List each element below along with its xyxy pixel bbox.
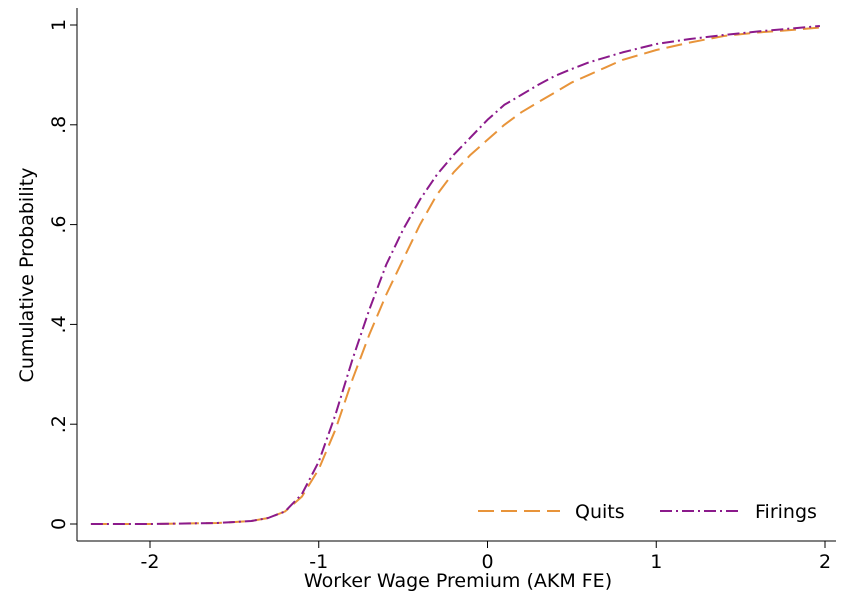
legend-label-quits: Quits — [575, 501, 625, 523]
y-tick-label: 0 — [48, 518, 70, 530]
x-ticks: -2 -1 0 1 2 — [141, 541, 831, 573]
y-ticks: 0 .2 .4 .6 .8 1 — [48, 19, 77, 530]
y-tick-label: 1 — [48, 19, 70, 31]
x-tick-label: -1 — [309, 551, 328, 573]
y-tick-label: .2 — [48, 415, 70, 433]
y-tick-label: .8 — [48, 116, 70, 134]
x-axis-label: Worker Wage Premium (AKM FE) — [304, 570, 612, 592]
series-line-firings — [90, 25, 820, 525]
x-tick-label: 1 — [650, 551, 662, 573]
legend: Quits Firings — [478, 501, 817, 523]
x-tick-label: 2 — [819, 551, 831, 573]
legend-label-firings: Firings — [755, 501, 817, 523]
series-line-quits — [90, 26, 820, 525]
x-tick-label: 0 — [481, 551, 493, 573]
series-lines — [90, 25, 820, 525]
axes: -2 -1 0 1 2 0 .2 .4 .6 .8 1 — [48, 8, 836, 573]
y-axis-label: Cumulative Probability — [16, 168, 38, 383]
x-tick-label: -2 — [141, 551, 160, 573]
y-tick-label: .4 — [48, 315, 70, 333]
y-tick-label: .6 — [48, 216, 70, 234]
